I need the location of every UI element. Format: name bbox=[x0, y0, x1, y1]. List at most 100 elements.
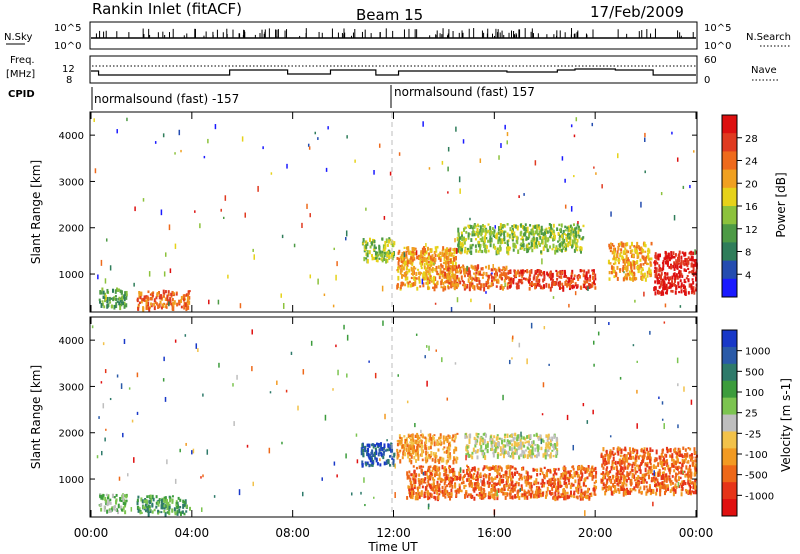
data-cell bbox=[568, 236, 571, 240]
data-cell bbox=[688, 474, 691, 478]
data-cell bbox=[412, 441, 415, 445]
data-cell bbox=[593, 490, 596, 494]
data-cell bbox=[510, 439, 513, 443]
data-cell bbox=[424, 444, 427, 450]
data-cell bbox=[408, 488, 411, 494]
data-cell bbox=[679, 262, 682, 266]
data-cell bbox=[362, 242, 365, 245]
data-cell bbox=[137, 495, 140, 499]
data-cell bbox=[632, 275, 635, 278]
data-cell bbox=[409, 441, 412, 444]
data-cell bbox=[384, 413, 386, 420]
data-cell bbox=[542, 271, 545, 275]
data-cell bbox=[469, 283, 472, 286]
data-cell bbox=[505, 483, 508, 488]
data-cell bbox=[460, 251, 462, 255]
data-cell bbox=[681, 462, 684, 466]
data-cell bbox=[527, 237, 530, 240]
data-cell bbox=[427, 454, 430, 459]
data-cell bbox=[640, 449, 643, 453]
data-cell bbox=[468, 233, 471, 236]
data-cell bbox=[484, 448, 487, 451]
data-cell bbox=[458, 249, 461, 254]
data-cell bbox=[482, 283, 485, 286]
data-cell bbox=[692, 263, 695, 268]
data-cell bbox=[588, 282, 591, 288]
data-cell bbox=[429, 433, 432, 438]
data-cell bbox=[373, 239, 376, 244]
data-cell bbox=[400, 437, 403, 442]
data-cell bbox=[610, 211, 612, 217]
data-cell bbox=[407, 251, 410, 255]
data-cell bbox=[148, 505, 151, 508]
data-cell bbox=[490, 275, 493, 279]
data-cell bbox=[382, 447, 385, 451]
data-cell bbox=[505, 470, 508, 474]
data-cell bbox=[681, 480, 684, 484]
data-cell bbox=[667, 252, 670, 257]
data-cell bbox=[611, 250, 614, 255]
data-cell bbox=[533, 454, 536, 458]
data-cell bbox=[649, 459, 652, 464]
data-cell bbox=[431, 269, 434, 273]
data-cell bbox=[513, 487, 516, 492]
data-cell bbox=[633, 272, 636, 276]
data-cell bbox=[528, 475, 531, 480]
data-cell bbox=[522, 436, 525, 440]
data-cell bbox=[346, 334, 349, 341]
data-cell bbox=[155, 495, 158, 499]
data-cell bbox=[513, 274, 516, 277]
data-cell bbox=[524, 441, 527, 444]
data-cell bbox=[575, 495, 578, 499]
data-cell bbox=[151, 510, 154, 514]
data-cell bbox=[539, 472, 541, 476]
data-cell bbox=[685, 258, 688, 261]
data-cell bbox=[434, 246, 437, 250]
data-cell bbox=[673, 267, 676, 271]
data-cell bbox=[397, 257, 400, 262]
data-cell bbox=[106, 304, 109, 309]
data-cell bbox=[444, 476, 447, 480]
data-cell bbox=[510, 488, 513, 492]
data-cell bbox=[506, 250, 509, 254]
data-cell bbox=[632, 461, 635, 466]
data-cell bbox=[689, 184, 691, 189]
data-cell bbox=[574, 230, 577, 235]
data-cell bbox=[112, 297, 115, 302]
data-cell bbox=[559, 496, 562, 499]
data-cell bbox=[447, 448, 450, 454]
data-cell bbox=[495, 250, 498, 256]
data-cell bbox=[397, 266, 400, 272]
data-cell bbox=[441, 465, 444, 470]
data-cell bbox=[551, 436, 554, 442]
data-cell bbox=[680, 273, 683, 277]
data-cell bbox=[541, 479, 544, 484]
data-cell bbox=[543, 466, 546, 470]
data-cell bbox=[687, 267, 690, 271]
data-cell bbox=[559, 242, 562, 248]
data-cell bbox=[497, 279, 500, 284]
data-cell bbox=[428, 279, 431, 282]
data-cell bbox=[622, 264, 625, 269]
nsky-label: N.Sky bbox=[4, 32, 32, 43]
data-cell bbox=[600, 454, 603, 458]
data-cell bbox=[565, 238, 568, 242]
data-cell bbox=[435, 455, 438, 458]
data-cell bbox=[604, 453, 607, 458]
data-cell bbox=[470, 250, 473, 256]
data-cell bbox=[437, 448, 440, 452]
data-cell bbox=[479, 496, 482, 500]
data-cell bbox=[452, 456, 455, 459]
data-cell bbox=[603, 463, 606, 467]
data-cell bbox=[422, 471, 425, 476]
data-cell bbox=[481, 451, 484, 456]
data-cell bbox=[136, 411, 139, 415]
data-cell bbox=[447, 286, 450, 290]
data-cell bbox=[439, 256, 442, 261]
data-cell bbox=[532, 225, 535, 229]
data-cell bbox=[540, 274, 543, 277]
data-cell bbox=[625, 483, 628, 487]
data-cell bbox=[432, 279, 435, 285]
y-tick-label: 4000 bbox=[59, 131, 84, 142]
data-cell bbox=[637, 479, 640, 482]
